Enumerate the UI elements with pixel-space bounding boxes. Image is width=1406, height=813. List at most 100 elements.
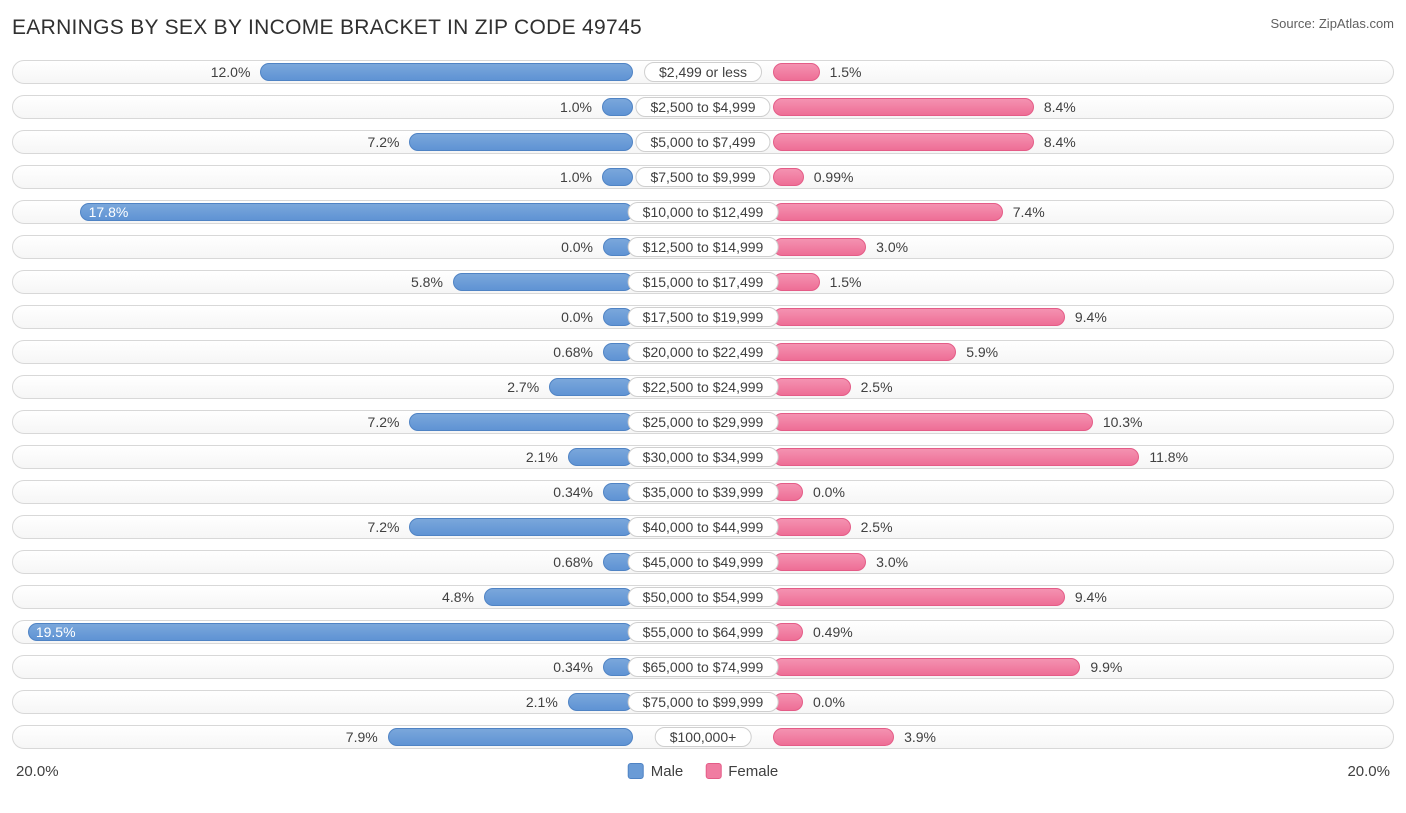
bracket-label: $30,000 to $34,999 (628, 447, 779, 467)
female-value-label: 3.9% (898, 723, 942, 751)
male-bar (568, 693, 633, 711)
male-half: 7.2% (12, 128, 703, 156)
male-bar (568, 448, 633, 466)
bracket-label: $2,500 to $4,999 (635, 97, 770, 117)
male-bar (409, 518, 633, 536)
bracket-label: $22,500 to $24,999 (628, 377, 779, 397)
male-value-label: 4.8% (436, 583, 480, 611)
male-bar (484, 588, 633, 606)
male-value-label: 1.0% (554, 163, 598, 191)
female-value-label: 7.4% (1007, 198, 1051, 226)
male-half: 17.8% (12, 198, 703, 226)
female-value-label: 1.5% (824, 58, 868, 86)
female-value-label: 0.49% (807, 618, 859, 646)
female-bar (773, 238, 866, 256)
female-bar (773, 273, 820, 291)
male-value-label: 0.34% (547, 478, 599, 506)
chart-row: $65,000 to $74,999 0.34% 9.9% (12, 653, 1394, 681)
male-value-label: 1.0% (554, 93, 598, 121)
female-half: 9.4% (703, 583, 1394, 611)
male-value-label: 5.8% (405, 268, 449, 296)
male-half: 4.8% (12, 583, 703, 611)
bracket-label: $17,500 to $19,999 (628, 307, 779, 327)
bracket-label: $7,500 to $9,999 (635, 167, 770, 187)
female-value-label: 5.9% (960, 338, 1004, 366)
male-bar (549, 378, 633, 396)
male-bar (80, 203, 633, 221)
chart-row: $20,000 to $22,4990.68% 5.9% (12, 338, 1394, 366)
male-half: 0.68% (12, 548, 703, 576)
male-value-label: 19.5% (30, 618, 82, 646)
chart-row: $45,000 to $49,9990.68%3.0% (12, 548, 1394, 576)
bracket-label: $40,000 to $44,999 (628, 517, 779, 537)
bracket-label: $50,000 to $54,999 (628, 587, 779, 607)
chart-row: $15,000 to $17,4995.8%1.5% (12, 268, 1394, 296)
chart-row: $35,000 to $39,999 0.34% 0.0% (12, 478, 1394, 506)
bracket-label: $5,000 to $7,499 (635, 132, 770, 152)
female-bar (773, 448, 1139, 466)
female-value-label: 10.3% (1097, 408, 1149, 436)
female-swatch-icon (705, 763, 721, 779)
female-value-label: 8.4% (1038, 128, 1082, 156)
male-value-label: 2.1% (520, 443, 564, 471)
male-value-label: 0.68% (547, 548, 599, 576)
legend: Male Female (628, 763, 779, 780)
female-half: 10.3% (703, 408, 1394, 436)
bracket-label: $20,000 to $22,499 (628, 342, 779, 362)
female-half: 9.4% (703, 303, 1394, 331)
female-value-label: 0.0% (807, 688, 851, 716)
male-half: 7.9% (12, 723, 703, 751)
chart-area: $2,499 or less12.0%1.5%$2,500 to $4,9991… (12, 58, 1394, 751)
bracket-label: $35,000 to $39,999 (628, 482, 779, 502)
male-value-label: 7.2% (362, 408, 406, 436)
chart-row: $40,000 to $44,9997.2%2.5% (12, 513, 1394, 541)
legend-female-label: Female (728, 763, 778, 780)
female-value-label: 3.0% (870, 548, 914, 576)
female-bar (773, 63, 820, 81)
chart-header: EARNINGS BY SEX BY INCOME BRACKET IN ZIP… (12, 16, 1394, 40)
axis-max-left: 20.0% (16, 763, 59, 780)
male-half: 0.68% (12, 338, 703, 366)
female-half: 8.4% (703, 128, 1394, 156)
chart-footer: 20.0% Male Female 20.0% (12, 758, 1394, 784)
male-half: 5.8% (12, 268, 703, 296)
female-bar (773, 308, 1065, 326)
male-value-label: 0.34% (547, 653, 599, 681)
chart-row: $5,000 to $7,499 7.2% 8.4% (12, 128, 1394, 156)
legend-female: Female (705, 763, 778, 780)
chart-row: $7,500 to $9,999 1.0% 0.99% (12, 163, 1394, 191)
male-bar (260, 63, 633, 81)
female-bar (773, 98, 1034, 116)
bracket-label: $25,000 to $29,999 (628, 412, 779, 432)
female-half: 0.0% (703, 478, 1394, 506)
female-value-label: 2.5% (855, 373, 899, 401)
male-value-label: 7.2% (362, 128, 406, 156)
male-bar (409, 413, 633, 431)
female-value-label: 9.4% (1069, 583, 1113, 611)
male-half: 7.2% (12, 408, 703, 436)
female-bar (773, 168, 804, 186)
axis-max-right: 20.0% (1347, 763, 1390, 780)
male-half: 0.34% (12, 478, 703, 506)
male-bar (602, 98, 633, 116)
chart-row: $2,499 or less12.0%1.5% (12, 58, 1394, 86)
female-bar (773, 658, 1080, 676)
bracket-label: $65,000 to $74,999 (628, 657, 779, 677)
female-half: 3.0% (703, 233, 1394, 261)
male-half: 1.0% (12, 163, 703, 191)
male-value-label: 0.0% (555, 303, 599, 331)
chart-row: $50,000 to $54,999 4.8% 9.4% (12, 583, 1394, 611)
male-half: 0.34% (12, 653, 703, 681)
female-value-label: 0.99% (808, 163, 860, 191)
male-half: 1.0% (12, 93, 703, 121)
male-value-label: 7.2% (362, 513, 406, 541)
male-half: 0.0% (12, 233, 703, 261)
female-bar (773, 413, 1093, 431)
legend-male-label: Male (651, 763, 684, 780)
female-half: 7.4% (703, 198, 1394, 226)
female-half: 1.5% (703, 268, 1394, 296)
male-half: 12.0% (12, 58, 703, 86)
female-half: 3.0% (703, 548, 1394, 576)
female-value-label: 3.0% (870, 233, 914, 261)
female-half: 9.9% (703, 653, 1394, 681)
